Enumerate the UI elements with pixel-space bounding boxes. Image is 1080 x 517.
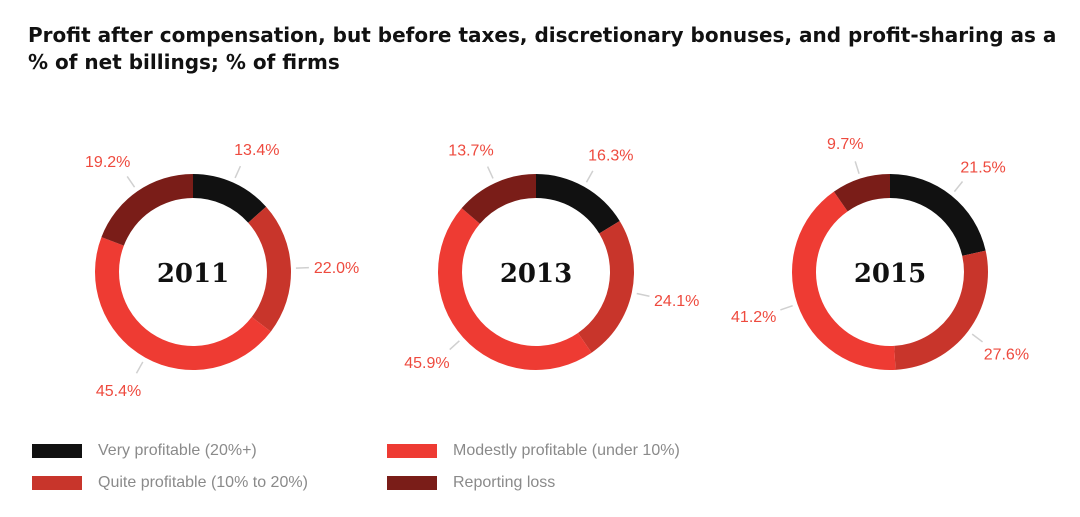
data-label-2013-very-profitable: 16.3% bbox=[588, 147, 633, 164]
leader-line-2013-quite-profitable bbox=[636, 292, 650, 297]
data-label-2013-quite-profitable: 24.1% bbox=[654, 293, 699, 310]
legend: Very profitable (20%+) Quite profitable … bbox=[32, 438, 1032, 502]
legend-swatch-modestly-profitable bbox=[387, 444, 437, 458]
data-label-2015-quite-profitable: 27.6% bbox=[984, 346, 1029, 363]
donut-2011: 13.4% 22.0% 45.4% 19.2% 2011 bbox=[85, 142, 359, 400]
leader-line-2015-modestly-profitable bbox=[780, 304, 793, 311]
data-label-2015-very-profitable: 21.5% bbox=[960, 160, 1005, 177]
leader-line-2013-modestly-profitable bbox=[449, 340, 460, 351]
leader-line-2015-reporting-loss bbox=[854, 161, 860, 174]
legend-label-quite-profitable: Quite profitable (10% to 20%) bbox=[98, 474, 308, 491]
donut-2015: 21.5% 27.6% 41.2% 9.7% 2015 bbox=[731, 136, 1029, 371]
slice-2015-reporting-loss bbox=[833, 174, 890, 212]
leader-line-2015-quite-profitable bbox=[971, 333, 983, 343]
legend-label-modestly-profitable: Modestly profitable (under 10%) bbox=[453, 442, 680, 459]
leader-line-2011-reporting-loss bbox=[126, 176, 136, 188]
slice-2013-very-profitable bbox=[536, 174, 620, 234]
slice-2015-modestly-profitable bbox=[791, 191, 896, 371]
leader-line-2015-very-profitable bbox=[953, 181, 964, 193]
data-label-2011-very-profitable: 13.4% bbox=[234, 142, 279, 159]
leader-line-2011-very-profitable bbox=[234, 165, 242, 179]
legend-label-reporting-loss: Reporting loss bbox=[453, 474, 556, 491]
year-label-2011: 2011 bbox=[157, 259, 229, 289]
data-label-2015-modestly-profitable: 41.2% bbox=[731, 309, 776, 326]
legend-label-very-profitable: Very profitable (20%+) bbox=[98, 442, 257, 459]
donut-charts: 13.4%22.0%45.4%19.2%201116.3%24.1%45.9%1… bbox=[85, 136, 1029, 400]
leader-line-2013-very-profitable bbox=[585, 170, 594, 183]
legend-swatch-quite-profitable bbox=[32, 476, 82, 490]
data-label-2011-reporting-loss: 19.2% bbox=[85, 154, 130, 171]
legend-swatch-very-profitable bbox=[32, 444, 82, 458]
slice-2015-very-profitable bbox=[890, 174, 986, 256]
data-label-2013-reporting-loss: 13.7% bbox=[448, 142, 493, 159]
slice-2013-modestly-profitable bbox=[438, 208, 592, 370]
data-label-2011-quite-profitable: 22.0% bbox=[314, 260, 359, 277]
legend-item-modestly-profitable: Modestly profitable (under 10%) bbox=[387, 438, 680, 464]
donut-2013: 16.3% 24.1% 45.9% 13.7% 2013 bbox=[404, 142, 699, 372]
slice-2011-quite-profitable bbox=[248, 206, 292, 332]
slice-2011-very-profitable bbox=[193, 174, 267, 223]
legend-swatch-reporting-loss bbox=[387, 476, 437, 490]
leader-line-2013-reporting-loss bbox=[486, 166, 494, 179]
year-label-2013: 2013 bbox=[500, 259, 572, 289]
legend-item-very-profitable: Very profitable (20%+) bbox=[32, 438, 257, 464]
slice-2013-reporting-loss bbox=[461, 174, 536, 224]
leader-line-2011-modestly-profitable bbox=[135, 361, 144, 374]
chart-title: Profit after compensation, but before ta… bbox=[28, 23, 1057, 74]
slice-2013-quite-profitable bbox=[577, 221, 634, 353]
data-label-2015-reporting-loss: 9.7% bbox=[827, 136, 863, 153]
year-label-2015: 2015 bbox=[854, 259, 926, 289]
slice-2011-modestly-profitable bbox=[94, 237, 271, 371]
legend-item-reporting-loss: Reporting loss bbox=[387, 470, 555, 496]
slice-2011-reporting-loss bbox=[101, 174, 193, 246]
data-label-2011-modestly-profitable: 45.4% bbox=[96, 383, 141, 400]
data-label-2013-modestly-profitable: 45.9% bbox=[404, 355, 449, 372]
slice-2015-quite-profitable bbox=[894, 250, 988, 370]
legend-item-quite-profitable: Quite profitable (10% to 20%) bbox=[32, 470, 308, 496]
